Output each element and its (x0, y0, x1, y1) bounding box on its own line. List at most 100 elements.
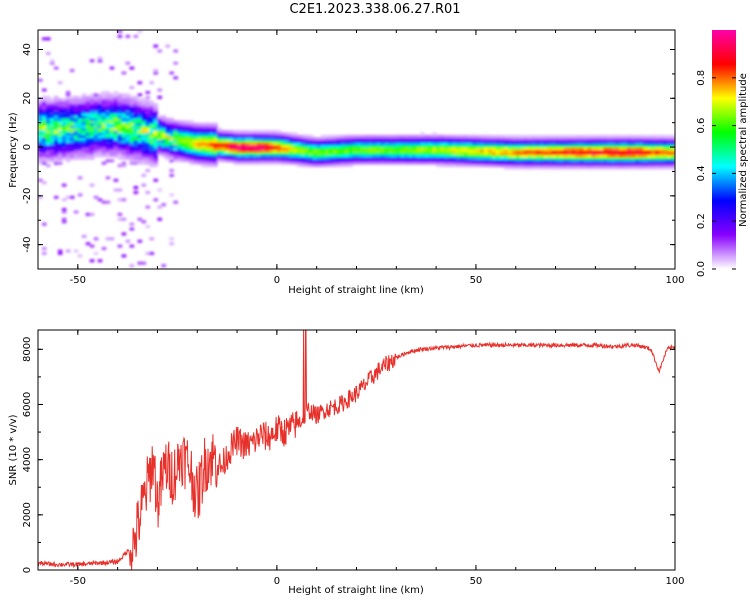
spectrogram-cell (185, 147, 190, 151)
spectrogram-cell (181, 122, 186, 126)
spectrogram-cell (109, 117, 115, 121)
spectrogram-cell (113, 137, 119, 141)
spectrogram-cell (85, 142, 91, 146)
spectrogram-cell (647, 159, 652, 163)
spectrogram-cell (284, 161, 290, 165)
spectrogram-cell (117, 156, 123, 160)
spectrogram-cell (336, 147, 342, 151)
spectrogram-cell (221, 149, 226, 153)
spectrogram-cell (241, 129, 246, 134)
spectrogram-cell (49, 108, 55, 112)
spectrogram-cell (607, 137, 612, 141)
spectrogram-cell (133, 149, 139, 153)
spectrogram-cell (643, 156, 648, 160)
spectrogram-cell (209, 154, 214, 158)
spectrogram-cell (372, 154, 378, 158)
spectrogram-cell (53, 149, 59, 153)
spectrogram-cell (479, 159, 485, 163)
spectrogram-cell (456, 137, 461, 141)
spectrogram-cell (320, 137, 326, 141)
spectrogram-cell (276, 129, 282, 134)
spectrogram-cell (181, 151, 186, 155)
spectrogram-cell (121, 137, 127, 141)
spectrogram-cell (671, 149, 675, 153)
spectrogram-cell (535, 156, 541, 160)
spectrogram-cell (328, 137, 334, 141)
spectrogram-cell (145, 142, 151, 146)
spectrogram-cell (444, 144, 449, 148)
spectrogram-cell (73, 156, 79, 160)
spectrogram-cell (567, 147, 573, 151)
spectrogram-cell (432, 149, 437, 153)
spectrogram-cell (579, 151, 585, 155)
spectrogram-cell (201, 156, 206, 160)
spectrogram-cell (340, 161, 346, 165)
spectrogram-cell (503, 164, 509, 168)
spectrogram-cell (97, 151, 103, 155)
spectrogram-cell (360, 149, 366, 153)
spectrogram-cell (129, 151, 135, 155)
spectrogram-cell (85, 154, 91, 158)
spectrogram-cell (304, 156, 310, 160)
spectrogram-cell (348, 161, 354, 165)
spectrogram-cell (460, 164, 465, 168)
spectrogram-cell (137, 144, 143, 148)
spectrogram-cell (515, 156, 521, 160)
spectrogram-cell (332, 144, 338, 148)
spectrogram-cell (404, 139, 409, 143)
spectrogram-cell (57, 108, 63, 112)
spectrogram-cell (647, 139, 652, 143)
spectrogram-cell (567, 149, 573, 153)
spectrogram-cell (515, 154, 521, 158)
spectrogram-cell (384, 147, 389, 151)
spectrogram-cell (627, 166, 632, 170)
spectrogram-cell (125, 154, 131, 158)
spectrogram-cell (197, 122, 202, 126)
spectrogram-cell (117, 244, 123, 248)
spectrogram-cell (129, 127, 135, 131)
spectrogram-cell (81, 156, 87, 160)
spectrogram-cell (555, 137, 561, 141)
spectrogram-cell (133, 120, 139, 124)
spectrogram-cell (463, 159, 469, 163)
spectrogram-cell (69, 139, 75, 143)
spectrogram-cell (639, 137, 644, 141)
spectrogram-cell (237, 147, 242, 151)
spectrogram-cell (101, 149, 107, 153)
spectrogram-cell (448, 154, 453, 158)
spectrogram-cell (113, 178, 119, 182)
spectrogram-cell (296, 164, 302, 168)
spectrogram-cell (483, 161, 489, 165)
spectrogram-cell (631, 166, 636, 170)
spectrogram-cell (65, 127, 71, 131)
spectrogram-cell (392, 142, 397, 146)
spectrogram-cell (157, 129, 163, 134)
spectrogram-cell (77, 132, 83, 136)
spectrogram-cell (332, 161, 338, 165)
spectrogram-cell (153, 117, 159, 121)
spectrogram-cell (611, 134, 616, 138)
spectrogram-cell (61, 98, 67, 102)
spectrogram-cell (587, 142, 592, 146)
spectrogram-cell (73, 120, 79, 124)
spectrogram-cell (643, 151, 648, 155)
spectrogram-cell (105, 137, 111, 141)
spectrogram-cell (260, 159, 266, 163)
spectrogram-cell (57, 105, 63, 109)
spectrogram-cell (452, 159, 457, 163)
spectrogram-cell (53, 103, 59, 107)
spectrogram-cell (487, 156, 493, 160)
spectrogram-cell (185, 144, 190, 148)
spectrogram-cell (276, 132, 282, 136)
spectrogram-cell (264, 159, 270, 163)
spectrogram-cell (559, 164, 565, 168)
spectrogram-cell (93, 149, 99, 153)
spectrogram-cell (272, 139, 278, 143)
spectrogram-cell (105, 151, 111, 155)
spectrogram-cell (384, 134, 389, 138)
spectrogram-cell (109, 93, 115, 97)
snr-x-tick-label: 100 (665, 576, 684, 587)
spectrogram-cell (109, 122, 115, 126)
spectrogram-cells (38, 30, 675, 268)
spectrogram-cell (41, 125, 47, 129)
